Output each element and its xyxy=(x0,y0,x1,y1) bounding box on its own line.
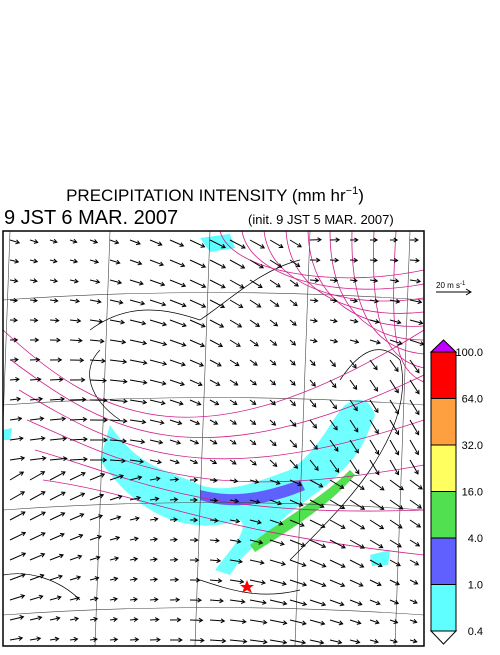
contour xyxy=(220,231,424,278)
wind-vector xyxy=(350,560,364,567)
colorbar-segment xyxy=(431,492,456,539)
wind-vector xyxy=(10,492,24,500)
wind-vector xyxy=(390,440,399,455)
wind-vector xyxy=(350,520,364,529)
wind-vector xyxy=(190,320,205,327)
wind-vector xyxy=(70,419,86,420)
colorbar-segment xyxy=(431,445,456,492)
wind-vector xyxy=(390,380,398,393)
wind-vector xyxy=(330,540,345,548)
wind-vector xyxy=(210,620,224,621)
wind-vector xyxy=(330,560,345,567)
colorbar-segment xyxy=(431,399,456,446)
wind-vector xyxy=(370,480,384,490)
wind-vector xyxy=(30,492,45,500)
wind-vector xyxy=(190,260,205,267)
wind-vector xyxy=(50,472,65,480)
graticule xyxy=(195,231,210,646)
colorbar-label: 64.0 xyxy=(462,394,483,406)
wind-vector xyxy=(190,300,205,307)
wind-vector xyxy=(70,340,82,341)
wind-vector xyxy=(190,280,205,287)
wind-vector xyxy=(70,439,87,440)
wind-vector xyxy=(390,400,398,414)
wind-vector xyxy=(10,512,25,520)
colorbar-over xyxy=(431,340,456,352)
colorbar-label: 100.0 xyxy=(455,347,483,359)
wind-vector xyxy=(210,280,225,288)
colorbar-label: 16.0 xyxy=(462,487,483,499)
wind-vector xyxy=(270,240,283,247)
colorbar-label: 4.0 xyxy=(468,533,483,545)
init-time: (init. 9 JST 5 MAR. 2007) xyxy=(248,212,394,227)
colorbar-label: 32.0 xyxy=(462,440,483,452)
wind-vector xyxy=(30,512,45,520)
wind-vector xyxy=(390,520,402,528)
wind-vector xyxy=(370,540,383,548)
wind-vector xyxy=(210,320,223,327)
wind-vector xyxy=(390,360,398,371)
wind-vector xyxy=(350,500,364,509)
wind-vector xyxy=(70,473,85,480)
wind-vector xyxy=(390,460,398,475)
wind-vector xyxy=(10,553,25,560)
wind-vector xyxy=(370,440,379,454)
contour xyxy=(264,231,424,301)
colorbar: 100.0 64.0 32.0 16.0 4.0 1.0 0.4 xyxy=(431,340,483,644)
wind-vector xyxy=(410,380,419,394)
wind-vector xyxy=(10,472,23,480)
wind-vector xyxy=(310,520,325,527)
wind-vector xyxy=(310,560,326,567)
wind-vector xyxy=(410,400,419,414)
colorbar-segment xyxy=(431,585,456,632)
contour xyxy=(394,231,424,382)
colorbar-label: 0.4 xyxy=(468,626,483,638)
wind-vector xyxy=(30,533,45,540)
colorbar-segment xyxy=(431,352,456,399)
wind-vector xyxy=(230,260,244,268)
vector-key-label: 20 m s-1 xyxy=(436,281,466,290)
wind-vector xyxy=(370,520,383,529)
wind-vector xyxy=(50,513,65,520)
wind-vector xyxy=(410,500,421,508)
colorbar-under xyxy=(431,631,456,644)
precip-area xyxy=(3,428,12,440)
contour xyxy=(352,231,424,354)
graticule xyxy=(3,293,424,301)
wind-vector xyxy=(410,440,418,454)
wind-vector xyxy=(410,480,422,489)
valid-time: 9 JST 6 MAR. 2007 xyxy=(4,207,178,229)
map-panel xyxy=(0,231,424,646)
wind-vector xyxy=(90,380,106,381)
contour xyxy=(330,231,424,340)
wind-vector xyxy=(370,500,384,509)
wind-vector xyxy=(210,640,225,641)
wind-vector xyxy=(50,379,63,380)
wind-vector xyxy=(210,260,225,268)
wind-vector xyxy=(370,460,379,474)
contour xyxy=(308,231,424,326)
wind-vector xyxy=(370,420,378,433)
colorbar-segment xyxy=(431,538,456,585)
colorbar-label: 1.0 xyxy=(468,580,483,592)
title: PRECIPITATION INTENSITY (mm hr−1) xyxy=(66,185,364,205)
wind-vector xyxy=(330,500,344,508)
wind-vector xyxy=(50,492,65,500)
wind-vector xyxy=(30,472,44,480)
wind-vector xyxy=(330,520,345,528)
wind-vector xyxy=(230,280,244,288)
precip-area xyxy=(200,234,235,252)
wind-vector xyxy=(250,240,264,248)
wind-vector xyxy=(250,280,262,287)
wind-vector xyxy=(70,459,87,460)
wind-vector xyxy=(230,300,243,307)
wind-vector xyxy=(370,380,377,391)
graticule xyxy=(3,608,424,616)
wind-vector xyxy=(50,399,64,400)
wind-vector xyxy=(10,533,25,540)
